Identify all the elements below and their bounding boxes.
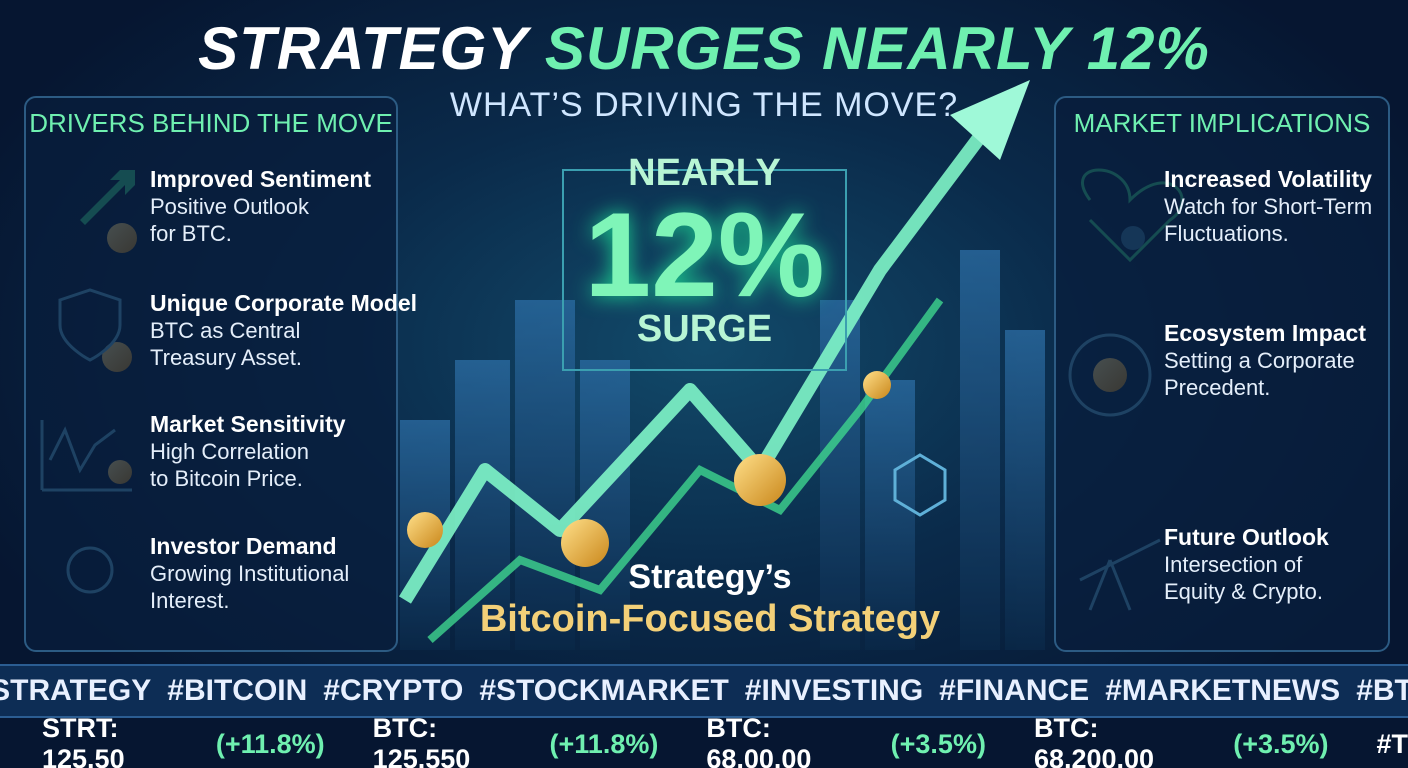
ticker-change: (+3.5%) xyxy=(1233,728,1329,759)
caption-line: Bitcoin-Focused Strategy xyxy=(479,598,941,640)
item-title: Improved Sentiment xyxy=(150,166,372,192)
item-text: Positive Outlook xyxy=(150,194,309,219)
item: Increased Volatility Watch for Short-Term… xyxy=(1164,166,1372,247)
item-text: Equity & Crypto. xyxy=(1164,579,1323,604)
hashtag: #INVESTING xyxy=(744,674,924,707)
item: Future Outlook Intersection of Equity & Cr… xyxy=(1164,524,1329,605)
title: STRATEGY SURGES NEARLY 12% xyxy=(0,14,1408,83)
center-big: 12% xyxy=(584,188,825,322)
ticker-quote: STRT: 125.50 xyxy=(42,713,125,768)
title-lead: STRATEGY xyxy=(198,15,528,82)
hashtag-bar: #STRATEGY #BITCOIN #CRYPTO #STOCKMARKET #INV… xyxy=(0,664,1408,716)
item-text: Precedent. xyxy=(1164,375,1271,400)
item-text: Interest. xyxy=(150,588,230,613)
center-top: NEARLY xyxy=(628,152,781,194)
item-text: Growing Institutional xyxy=(150,561,350,586)
hashtag: #BITCOIN xyxy=(167,674,308,707)
hashtag: #STOCKMARKET xyxy=(479,674,729,707)
implications-panel: MARKET IMPLICATIONS xyxy=(1054,96,1390,652)
item-title: Increased Volatility xyxy=(1164,166,1372,192)
item-text: Intersection of xyxy=(1164,552,1303,577)
title-rest: SURGES NEARLY 12% xyxy=(544,15,1210,82)
frame xyxy=(562,169,847,371)
item: Ecosystem Impact Setting a Corporate Prece… xyxy=(1164,320,1366,401)
item-text: to Bitcoin Price. xyxy=(150,466,303,491)
rising-arrow xyxy=(399,105,1006,604)
hashtag: #BTC xyxy=(1356,674,1408,707)
item-title: Investor Demand xyxy=(150,533,337,559)
drivers-panel: DRIVERS BEHIND THE MOVE xyxy=(24,96,398,652)
item: Unique Corporate Model BTC as Central Trea… xyxy=(150,290,417,371)
subtitle: WHAT’S DRIVING THE MOVE? xyxy=(449,86,959,124)
hashtag: #CRYPTO xyxy=(323,674,464,707)
ticker-change: (+3.5%) xyxy=(890,728,986,759)
arrow-head xyxy=(950,80,1030,160)
item-title: Market Sensitivity xyxy=(150,411,346,437)
item: Investor Demand Growing Institutional Inte… xyxy=(150,533,349,614)
buildings xyxy=(400,250,1045,650)
hashtag: #MARKETNEWS xyxy=(1105,674,1341,707)
panel-heading: MARKET IMPLICATIONS xyxy=(1073,108,1371,138)
ticker-quote: BTC: 68,200.00 xyxy=(1033,713,1155,768)
hashtag: #STRATEGY xyxy=(0,674,152,707)
ticker-quote: BTC: 68,00.00 xyxy=(706,713,812,768)
ticker-change: (+11.8%) xyxy=(549,728,659,759)
item-title: Future Outlook xyxy=(1164,524,1329,550)
item-text: Treasury Asset. xyxy=(150,345,303,370)
item-title: Ecosystem Impact xyxy=(1164,320,1366,346)
item-title: Unique Corporate Model xyxy=(150,290,418,316)
item-text: for BTC. xyxy=(150,221,232,246)
ticker-change: (+11.8%) xyxy=(215,728,325,759)
item-text: Setting a Corporate xyxy=(1164,348,1355,373)
hashtag: #FINANCE xyxy=(939,674,1090,707)
panel-heading: DRIVERS BEHIND THE MOVE xyxy=(29,108,393,138)
item: Market Sensitivity High Correlation to Bit… xyxy=(150,411,346,492)
caption-line: Strategy’s xyxy=(628,558,792,596)
item-text: High Correlation xyxy=(150,439,309,464)
ticker-quote: BTC: 125.550 xyxy=(372,713,471,768)
item-text: BTC as Central xyxy=(150,318,301,343)
secondary-arrow xyxy=(427,297,944,643)
center-bottom: SURGE xyxy=(636,308,773,350)
item-text: Watch for Short-Term xyxy=(1164,194,1373,219)
ticker-bar: STRT: 125.50 (+11.8%) BTC: 125.550 (+11.8%)… xyxy=(0,713,1408,768)
ticker-quote: #T xyxy=(1376,728,1408,759)
item: Improved Sentiment Positive Outlook for BT… xyxy=(150,166,371,247)
item-text: Fluctuations. xyxy=(1164,221,1289,246)
